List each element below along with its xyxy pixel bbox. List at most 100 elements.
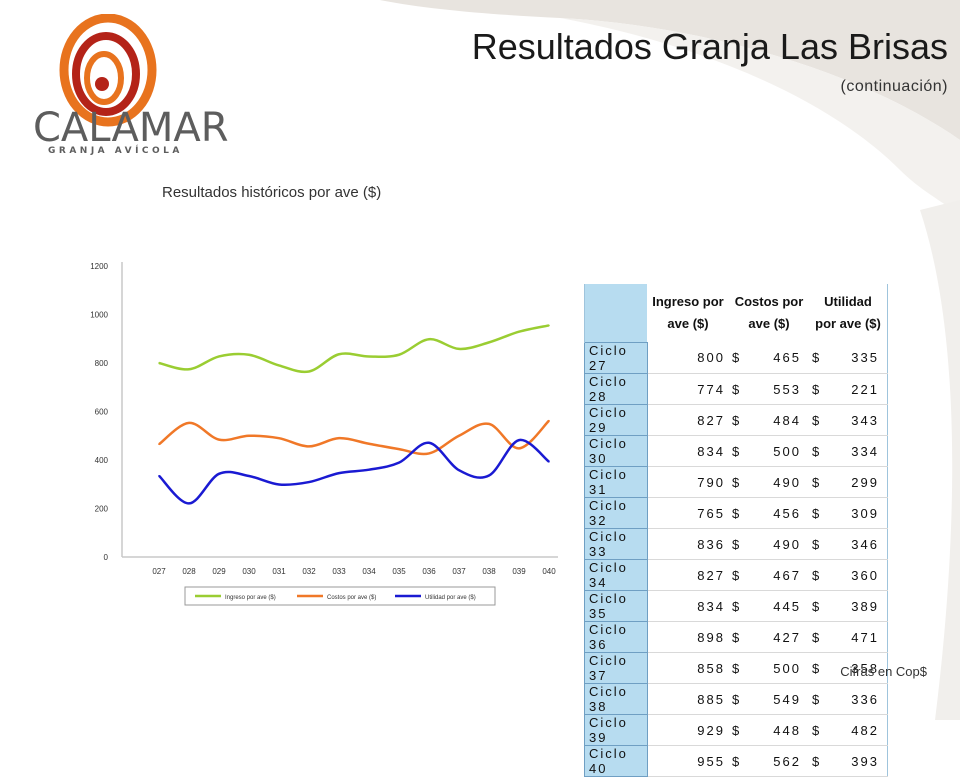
cell-costos: $553 [729, 373, 809, 405]
cell-ingreso: 834 [647, 435, 729, 467]
cell-ciclo: Ciclo 34 [584, 559, 648, 591]
cell-ciclo: Ciclo 37 [584, 652, 648, 684]
y-tick-label: 1000 [90, 311, 108, 320]
cell-costos-value: 500 [773, 443, 801, 459]
cell-utilidad-value: 335 [851, 350, 879, 366]
cell-ciclo: Ciclo 36 [584, 621, 648, 653]
currency-symbol: $ [812, 691, 822, 707]
y-tick-label: 800 [95, 359, 109, 368]
col-header-costos-line2: ave ($) [748, 316, 790, 332]
data-point [518, 447, 520, 450]
cell-utilidad-value: 336 [851, 691, 879, 707]
cell-ciclo: Ciclo 39 [584, 714, 648, 746]
x-tick-label: 035 [392, 567, 406, 576]
x-tick-label: 028 [182, 567, 196, 576]
cell-costos-value: 427 [773, 629, 801, 645]
series-line-1 [158, 324, 550, 374]
currency-symbol: $ [812, 443, 822, 459]
cell-ingreso: 955 [647, 745, 729, 777]
cell-ciclo: Ciclo 35 [584, 590, 648, 622]
cell-ciclo: Ciclo 33 [584, 528, 648, 560]
y-tick-label: 1200 [90, 262, 108, 271]
data-point [488, 474, 490, 477]
currency-symbol: $ [812, 505, 822, 521]
data-point [158, 362, 160, 364]
cell-costos: $445 [729, 590, 809, 622]
data-point [188, 422, 190, 424]
currency-symbol: $ [732, 474, 742, 490]
x-tick-label: 033 [332, 567, 346, 576]
cell-costos: $490 [729, 466, 809, 498]
cell-utilidad: $299 [809, 466, 888, 498]
cell-utilidad: $471 [809, 621, 888, 653]
data-point [278, 483, 280, 486]
cell-ciclo: Ciclo 38 [584, 683, 648, 715]
y-tick-label: 600 [95, 408, 109, 417]
logo-wordmark: CALAMAR [33, 105, 229, 151]
table-row: Ciclo 39 929 $448 $482 [584, 714, 888, 746]
cell-utilidad-value: 309 [851, 505, 879, 521]
data-point [188, 502, 190, 505]
x-tick-label: 036 [422, 567, 436, 576]
data-point [368, 442, 370, 445]
currency-symbol: $ [812, 567, 822, 583]
cell-costos-value: 562 [773, 753, 801, 769]
col-header-costos: Costos por ave ($) [729, 284, 809, 343]
currency-symbol: $ [732, 505, 742, 521]
currency-symbol: $ [812, 412, 822, 428]
table-body: Ciclo 27 800 $465 $335 Ciclo 28 774 $553 $221 Ci… [584, 342, 888, 777]
cell-utilidad-value: 389 [851, 598, 879, 614]
x-tick-label: 040 [542, 567, 556, 576]
cell-utilidad-value: 343 [851, 412, 879, 428]
cell-costos-value: 553 [773, 381, 801, 397]
data-point [218, 355, 220, 358]
table-row: Ciclo 34 827 $467 $360 [584, 559, 888, 591]
x-tick-label: 039 [512, 567, 526, 576]
table-header-row: Ingreso por ave ($) Costos por ave ($) U… [584, 284, 888, 343]
cell-utilidad: $336 [809, 683, 888, 715]
data-point [308, 445, 310, 448]
currency-symbol: $ [732, 536, 742, 552]
y-tick-label: 200 [95, 505, 109, 514]
table-row: Ciclo 35 834 $445 $389 [584, 590, 888, 622]
data-point [218, 438, 220, 441]
data-point [428, 452, 430, 455]
cell-costos: $490 [729, 528, 809, 560]
cell-ciclo: Ciclo 40 [584, 745, 648, 777]
data-point [548, 419, 550, 422]
x-tick-label: 037 [452, 567, 466, 576]
cell-ingreso: 765 [647, 497, 729, 529]
cell-costos: $456 [729, 497, 809, 529]
cell-costos-value: 445 [773, 598, 801, 614]
currency-symbol: $ [732, 350, 742, 366]
table-row: Ciclo 29 827 $484 $343 [584, 404, 888, 436]
cell-costos: $500 [729, 435, 809, 467]
currency-note: Cifras en Cop$ [840, 664, 927, 679]
data-point [398, 461, 400, 464]
cell-utilidad-value: 221 [851, 381, 879, 397]
cell-ingreso: 858 [647, 652, 729, 684]
data-point [368, 468, 370, 471]
legend-label: Ingreso por ave ($) [225, 595, 276, 601]
legend-box [184, 586, 496, 606]
cell-utilidad: $358 [809, 652, 888, 684]
data-point [338, 437, 340, 439]
table-row: Ciclo 28 774 $553 $221 [584, 373, 888, 405]
cell-utilidad-value: 358 [851, 660, 879, 676]
legend-label: Utilidad por ave ($) [425, 595, 476, 601]
cell-ingreso: 929 [647, 714, 729, 746]
col-header-ingreso-line2: ave ($) [667, 316, 709, 332]
x-tick-label: 034 [362, 567, 376, 576]
data-point [308, 370, 310, 373]
col-header-ingreso: Ingreso por ave ($) [647, 284, 729, 343]
cell-costos-value: 467 [773, 567, 801, 583]
data-point [278, 364, 280, 367]
table-row: Ciclo 33 836 $490 $346 [584, 528, 888, 560]
currency-symbol: $ [732, 753, 742, 769]
data-point [248, 353, 250, 356]
cell-utilidad-value: 346 [851, 536, 879, 552]
cell-ciclo: Ciclo 32 [584, 497, 648, 529]
chart-caption: Resultados históricos por ave ($) [162, 184, 382, 201]
table-row: Ciclo 36 898 $427 $471 [584, 621, 888, 653]
cell-costos: $484 [729, 404, 809, 436]
